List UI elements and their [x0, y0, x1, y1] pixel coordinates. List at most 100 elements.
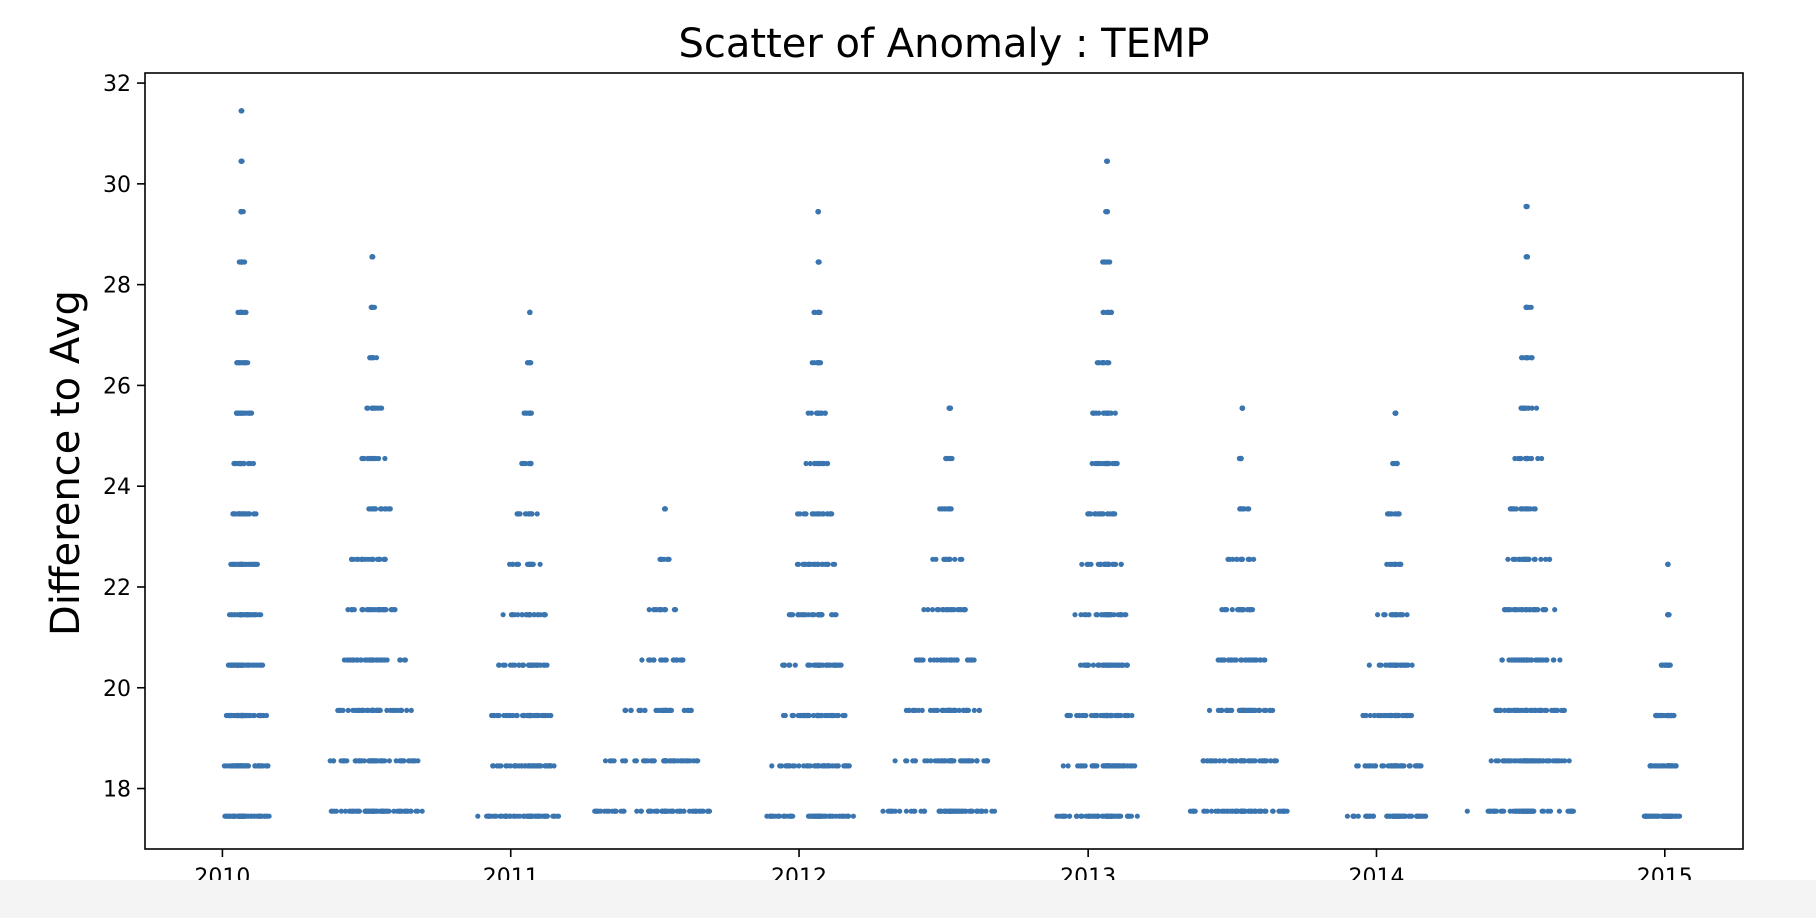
data-point — [245, 511, 251, 517]
data-point — [349, 607, 355, 613]
data-point — [1367, 712, 1373, 719]
data-point — [831, 712, 837, 719]
data-point — [1422, 813, 1429, 819]
data-point — [234, 763, 240, 769]
data-point — [795, 612, 802, 618]
data-point — [801, 712, 807, 719]
data-point — [828, 511, 834, 517]
data-point — [843, 763, 850, 769]
data-point — [1128, 813, 1134, 819]
data-point — [807, 460, 813, 467]
data-point — [528, 460, 534, 467]
data-point — [370, 355, 377, 361]
data-points — [221, 108, 1683, 819]
data-point — [1100, 410, 1106, 416]
data-point — [1100, 309, 1106, 315]
data-point — [1129, 763, 1135, 769]
data-point — [529, 763, 535, 769]
data-point — [1103, 209, 1109, 215]
data-point — [1530, 607, 1536, 613]
data-point — [952, 556, 958, 562]
data-point — [646, 808, 652, 814]
data-point — [1651, 813, 1657, 819]
data-point — [1556, 808, 1562, 814]
data-point — [354, 707, 360, 714]
data-point — [532, 712, 539, 719]
data-point — [1078, 813, 1084, 819]
data-point — [1396, 511, 1402, 517]
data-point — [501, 712, 507, 719]
data-point — [396, 808, 402, 814]
data-point — [359, 607, 365, 613]
data-point — [647, 657, 653, 663]
data-point — [1557, 657, 1563, 663]
data-point — [1569, 808, 1576, 814]
data-point — [797, 511, 803, 517]
data-point — [598, 808, 604, 814]
data-point — [1106, 561, 1112, 567]
data-point — [1355, 763, 1361, 769]
data-point — [358, 657, 364, 663]
data-point — [1112, 410, 1118, 416]
data-point — [1213, 758, 1219, 764]
data-point — [663, 758, 669, 764]
data-point — [490, 763, 496, 769]
data-point — [373, 808, 379, 814]
data-point — [1392, 511, 1398, 517]
data-point — [1518, 758, 1524, 764]
data-point — [1237, 758, 1243, 764]
data-point — [370, 707, 376, 714]
data-point — [1536, 758, 1542, 764]
data-point — [814, 360, 820, 366]
data-point — [1089, 813, 1096, 819]
data-point — [370, 758, 376, 764]
data-point — [953, 808, 959, 814]
data-point — [1502, 707, 1508, 714]
data-point — [1659, 813, 1665, 819]
data-point — [1488, 758, 1494, 764]
data-point — [1092, 460, 1099, 467]
data-point — [1538, 556, 1544, 562]
data-point — [390, 707, 396, 714]
data-point — [1095, 813, 1101, 819]
data-point — [807, 561, 813, 567]
data-point — [1668, 712, 1674, 719]
data-point — [534, 511, 540, 517]
data-point — [963, 808, 969, 814]
data-point — [510, 712, 516, 719]
data-point — [233, 561, 239, 567]
data-point — [693, 808, 699, 814]
data-point — [1491, 808, 1497, 814]
data-point — [415, 758, 421, 764]
data-point — [1386, 662, 1392, 668]
data-point — [1121, 763, 1127, 769]
data-point — [1101, 360, 1107, 366]
data-point — [1661, 712, 1667, 719]
data-point — [947, 808, 953, 814]
data-point — [947, 405, 953, 411]
data-point — [231, 813, 237, 819]
data-point — [1530, 758, 1536, 764]
data-point — [1499, 657, 1505, 663]
data-point — [1517, 455, 1523, 462]
figure-background — [0, 0, 1816, 880]
data-point — [542, 813, 548, 819]
data-point — [1273, 758, 1279, 764]
data-point — [811, 612, 817, 618]
data-point — [1247, 758, 1253, 764]
data-point — [805, 712, 811, 719]
data-point — [948, 607, 954, 613]
data-point — [419, 808, 425, 814]
data-point — [818, 712, 824, 719]
data-point — [1519, 355, 1525, 361]
data-point — [983, 808, 989, 814]
data-point — [244, 763, 250, 769]
data-point — [815, 612, 821, 618]
data-point — [790, 712, 797, 719]
data-point — [550, 813, 556, 819]
data-point — [1553, 758, 1559, 764]
data-point — [1529, 657, 1535, 663]
data-point — [1543, 556, 1549, 562]
data-point — [1387, 511, 1393, 517]
